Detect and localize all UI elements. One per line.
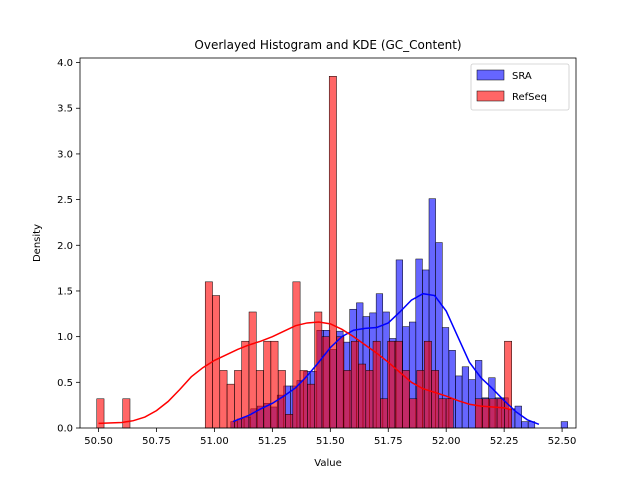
x-tick-label: 50.50 — [84, 436, 113, 447]
refseq-bar-13 — [285, 414, 293, 429]
refseq-bar-16 — [307, 383, 315, 429]
x-axis-ticks: 50.50 50.75 51.00 51.25 51.50 51.75 52.00 52.25… — [84, 428, 576, 447]
y-axis-ticks: 0.0 0.5 1.0 1.5 2.0 2.5 3.0 3.5 4.0 — [57, 58, 80, 435]
sra-kde-line — [232, 292, 540, 426]
refseq-bar-23 — [358, 363, 366, 429]
kde-lines — [98, 292, 540, 426]
sra-bar-44 — [521, 421, 529, 429]
x-tick-label: 51.75 — [374, 436, 403, 447]
refseq-bar-35 — [445, 398, 454, 429]
refseq-bar-37 — [482, 398, 490, 429]
sra-bar-46 — [560, 421, 568, 429]
sra-bar-43 — [514, 405, 522, 429]
legend: SRA RefSeq — [470, 63, 570, 111]
y-tick-label: 0.5 — [57, 378, 73, 389]
x-axis-label: Value — [314, 458, 341, 469]
refseq-bar-31 — [416, 370, 425, 429]
x-tick-label: 50.75 — [142, 436, 171, 447]
refseq-bar-21 — [343, 370, 352, 429]
legend-swatch-refseq — [476, 90, 505, 102]
y-tick-label: 2.5 — [57, 195, 73, 206]
refseq-bar-2 — [204, 281, 213, 429]
plot-frame — [79, 57, 577, 429]
refseq-bar-36 — [474, 398, 483, 429]
refseq-bar-14 — [292, 281, 301, 429]
y-tick-label: 4.0 — [57, 58, 73, 69]
y-axis-label: Density — [32, 224, 43, 262]
y-tick-label: 1.5 — [57, 286, 73, 297]
legend-label-sra: SRA — [512, 71, 532, 82]
y-tick-label: 2.0 — [57, 241, 73, 252]
refseq-bar-27 — [387, 340, 396, 429]
legend-label-refseq: RefSeq — [512, 92, 547, 103]
refseq-bar-33 — [431, 370, 439, 429]
y-tick-label: 3.5 — [57, 104, 73, 115]
refseq-kde-line — [98, 321, 512, 425]
refseq-bar-26 — [380, 398, 388, 429]
x-tick-label: 52.25 — [490, 436, 519, 447]
y-tick-label: 3.0 — [57, 149, 73, 160]
legend-swatch-sra — [476, 69, 505, 81]
x-tick-label: 51.50 — [316, 436, 345, 447]
x-tick-label: 52.00 — [432, 436, 461, 447]
x-tick-label: 51.25 — [258, 436, 287, 447]
refseq-bar-30 — [409, 398, 418, 429]
refseq-bar-19 — [328, 76, 337, 429]
refseq-bar-11 — [270, 340, 279, 429]
refseq-bar-20 — [336, 336, 345, 429]
y-tick-label: 1.0 — [57, 332, 73, 343]
sra-bar-35 — [461, 366, 470, 429]
refseq-bar-8 — [248, 311, 257, 429]
refseq-bar-34 — [438, 398, 447, 429]
y-tick-label: 0.0 — [57, 424, 73, 435]
refseq-bar-24 — [365, 370, 374, 429]
refseq-bar-22 — [350, 340, 359, 429]
x-tick-label: 51.00 — [200, 436, 229, 447]
refseq-bar-38 — [489, 398, 498, 429]
chart-title: Overlayed Histogram and KDE (GC_Content) — [194, 38, 461, 52]
refseq-bar-28 — [394, 340, 403, 429]
refseq-bar-4 — [219, 370, 228, 429]
refseq-bar-1 — [122, 398, 131, 429]
refseq-bar-32 — [423, 340, 432, 429]
x-tick-label: 52.50 — [548, 436, 577, 447]
refseq-bar-10 — [263, 340, 272, 429]
refseq-bar-17 — [314, 311, 323, 429]
refseq-bar-40 — [504, 340, 512, 429]
refseq-bar-9 — [255, 370, 264, 429]
refseq-bar-39 — [496, 398, 505, 429]
